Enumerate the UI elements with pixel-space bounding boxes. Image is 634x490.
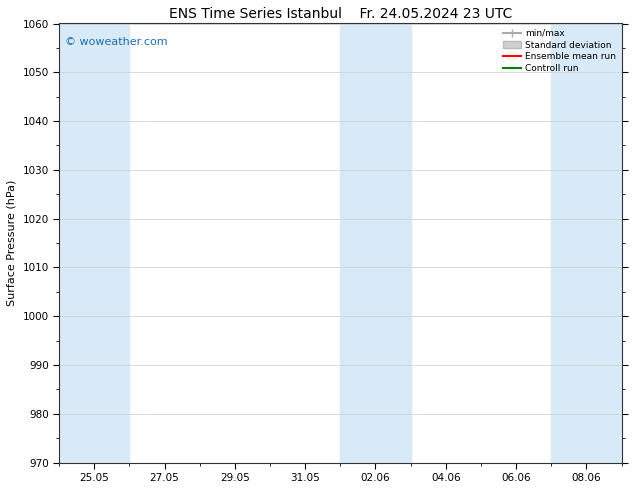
Bar (59, 24, 129, 463)
Bar (340, 24, 411, 463)
Title: ENS Time Series Istanbul    Fr. 24.05.2024 23 UTC: ENS Time Series Istanbul Fr. 24.05.2024 … (169, 7, 512, 21)
Y-axis label: Surface Pressure (hPa): Surface Pressure (hPa) (7, 180, 17, 306)
Bar (551, 24, 621, 463)
Text: © woweather.com: © woweather.com (65, 37, 167, 47)
Legend: min/max, Standard deviation, Ensemble mean run, Controll run: min/max, Standard deviation, Ensemble me… (499, 25, 619, 76)
